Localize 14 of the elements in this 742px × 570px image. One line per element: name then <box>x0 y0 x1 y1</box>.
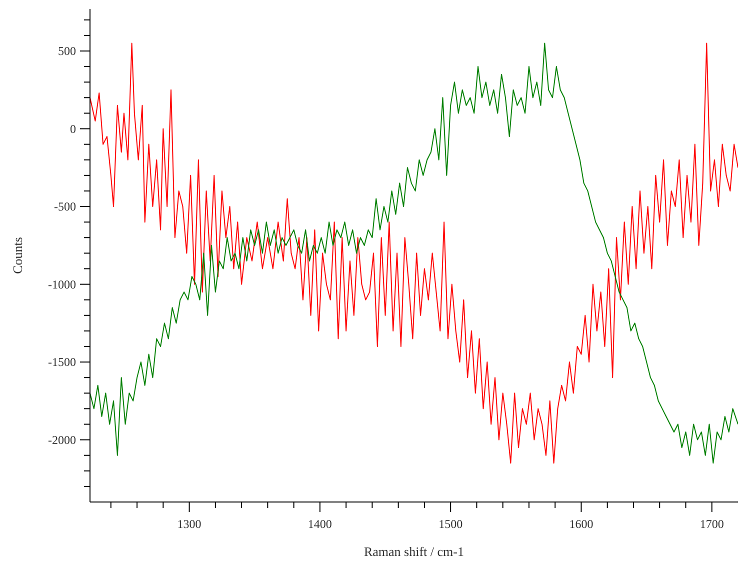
y-tick-label: 500 <box>58 44 76 58</box>
y-tick-label: -1000 <box>48 277 76 292</box>
x-tick-label: 1300 <box>177 517 202 531</box>
x-tick-label: 1600 <box>569 517 594 531</box>
x-tick-label: 1700 <box>700 517 724 531</box>
y-tick-label: -500 <box>54 200 76 214</box>
y-tick-label: 0 <box>70 122 76 136</box>
y-tick-label: -2000 <box>48 432 76 447</box>
line-series <box>90 42 738 464</box>
x-tick-label: 1500 <box>438 517 463 531</box>
x-axis-title: Raman shift / cm-1 <box>364 544 464 559</box>
y-tick-label: -1500 <box>48 355 76 370</box>
y-axis-title: Counts <box>10 237 25 274</box>
x-tick-label: 1400 <box>308 517 332 531</box>
